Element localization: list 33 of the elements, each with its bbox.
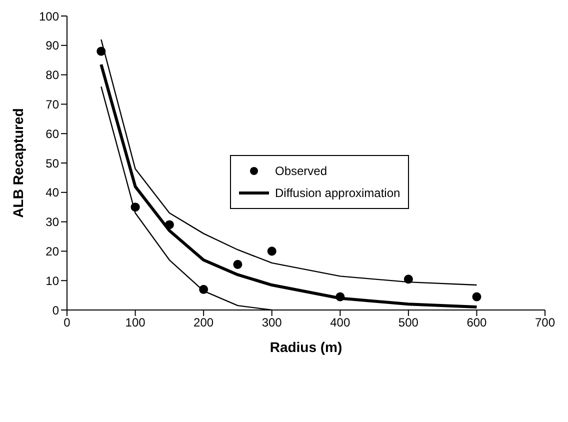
x-tick-label: 600 xyxy=(466,316,488,330)
point xyxy=(164,220,174,230)
y-tick-label: 90 xyxy=(46,38,60,53)
y-tick-label: 70 xyxy=(46,97,60,112)
x-axis-title: Radius (m) xyxy=(270,339,342,355)
y-tick-label: 60 xyxy=(46,126,60,141)
point xyxy=(404,274,413,284)
point xyxy=(96,46,106,56)
x-tick-label: 700 xyxy=(534,316,556,330)
y-axis-title: ALB Recaptured xyxy=(10,108,26,218)
legend-label: Diffusion approximation xyxy=(275,186,400,200)
point xyxy=(233,260,242,269)
y-tick-label: 0 xyxy=(52,303,60,318)
x-tick-label: 300 xyxy=(262,316,282,330)
point xyxy=(199,284,208,294)
y-tick-label: 50 xyxy=(46,156,60,170)
y-tick-label: 20 xyxy=(46,244,60,258)
point xyxy=(130,202,140,212)
y-tick-label: 10 xyxy=(46,274,60,288)
x-tick-label: 200 xyxy=(194,316,214,330)
y-tick-label: 80 xyxy=(46,68,60,82)
point xyxy=(336,292,345,302)
x-tick-label: 500 xyxy=(398,316,419,330)
point xyxy=(267,246,276,256)
y-tick-label: 100 xyxy=(38,9,60,24)
x-tick-label: 100 xyxy=(125,316,146,330)
x-tick-label: 0 xyxy=(64,316,71,330)
legend-label: Observed xyxy=(275,164,328,178)
x-tick-label: 400 xyxy=(330,316,350,330)
line-series xyxy=(100,38,478,286)
y-tick-label: 30 xyxy=(46,215,60,230)
point xyxy=(472,292,482,302)
y-tick-label: 40 xyxy=(46,186,60,200)
